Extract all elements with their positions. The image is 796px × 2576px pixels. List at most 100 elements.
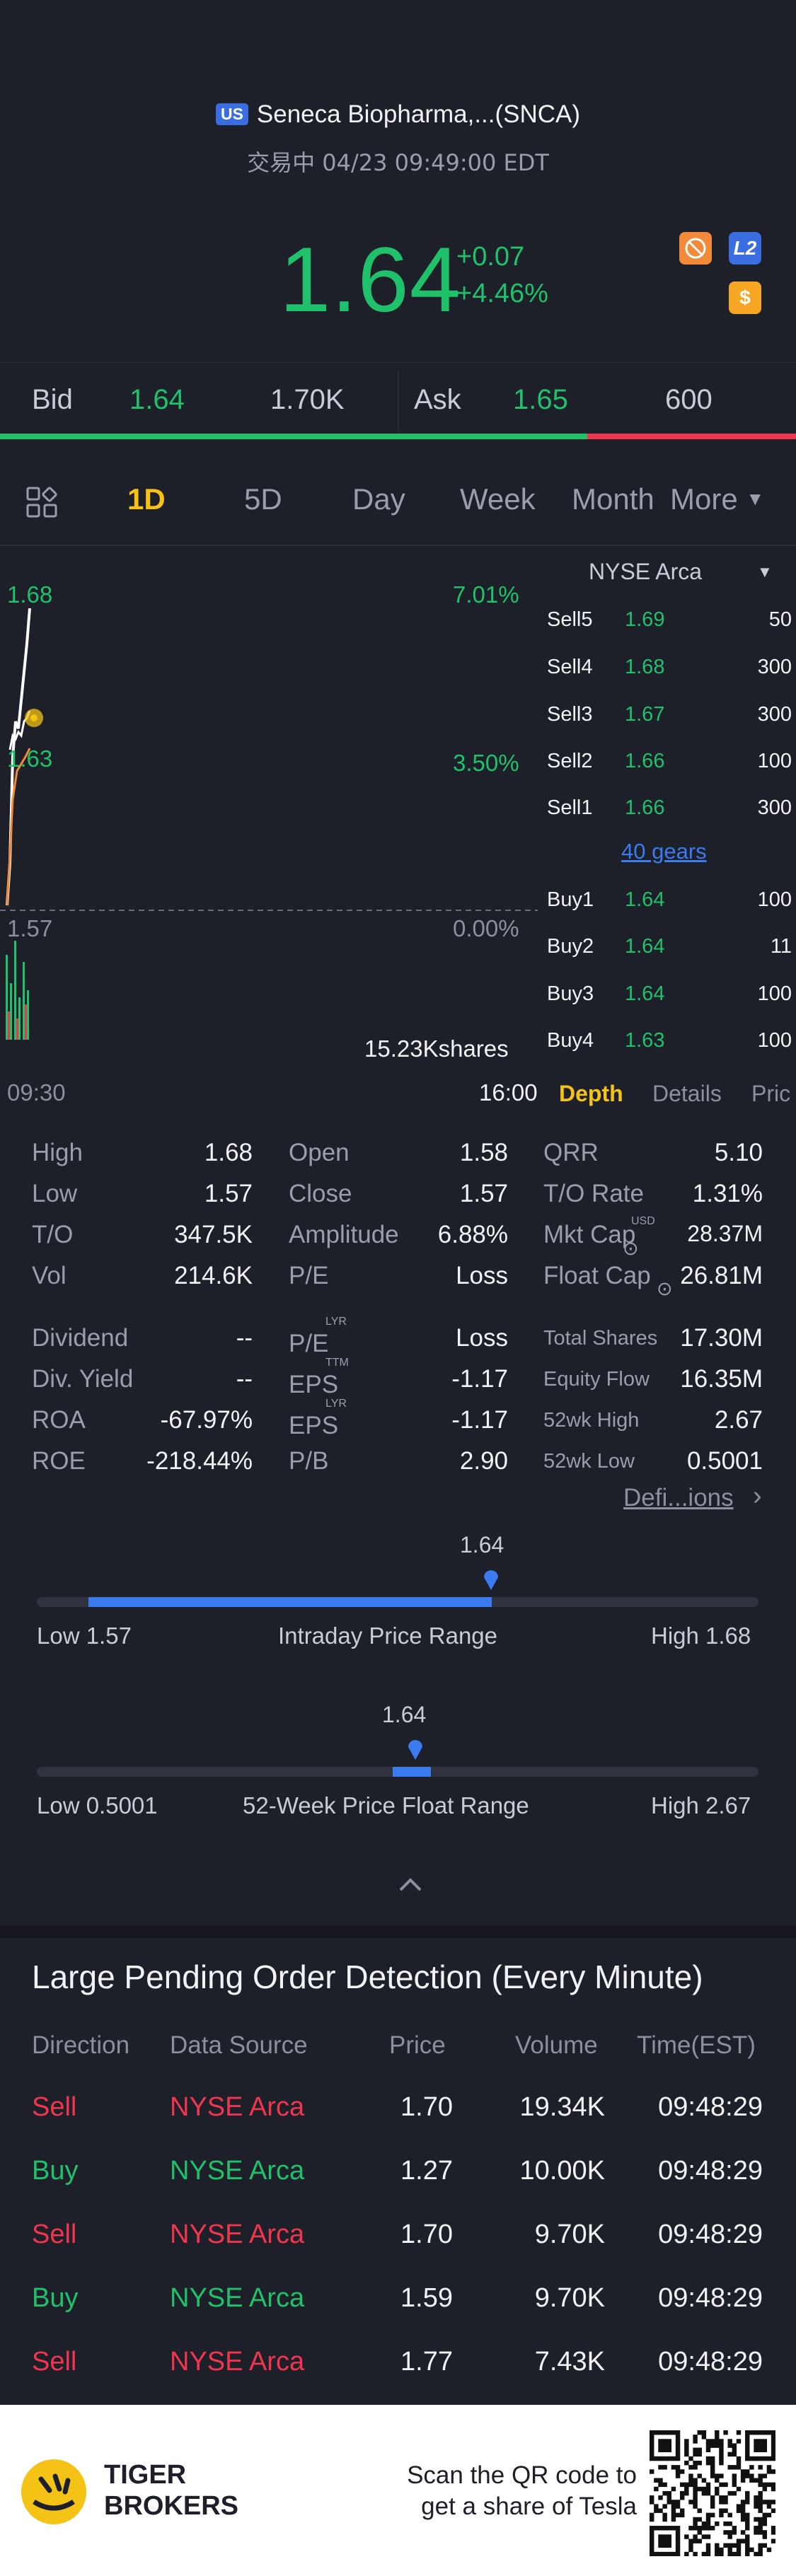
sell-level: Sell1 [547, 796, 593, 819]
cell-source: NYSE Arca [170, 2347, 305, 2377]
stat-value: 6.88% [437, 1221, 508, 1248]
stat-label: Div. Yield [32, 1365, 134, 1393]
cell-time: 09:48:29 [658, 2156, 763, 2186]
stat-value: 214.6K [174, 1262, 253, 1289]
qr-code[interactable] [650, 2430, 776, 2560]
ask-label: Ask [414, 384, 461, 415]
table-row: Buy NYSE Arca 1.27 10.00K 09:48:29 [0, 2156, 796, 2198]
cell-dir: Sell [32, 2092, 77, 2122]
stat-value: 1.57 [204, 1180, 253, 1207]
sell-level: Sell4 [547, 656, 593, 678]
time-end: 16:00 [479, 1079, 538, 1106]
cell-price: 1.70 [400, 2220, 453, 2249]
stat-value: 347.5K [174, 1221, 253, 1248]
col-volume: Volume [515, 2031, 598, 2059]
stat-superscript: LYR [325, 1316, 347, 1328]
divider [0, 545, 796, 546]
orderbook-exchange[interactable]: NYSE Arca [589, 559, 702, 585]
stat-value: -218.44% [146, 1447, 253, 1475]
stat-label: 52wk Low [543, 1450, 635, 1473]
gears-link[interactable]: 40 gears [621, 839, 707, 864]
buy-qty: 11 [770, 935, 792, 958]
tab-price[interactable]: Pric [751, 1081, 791, 1106]
cell-source: NYSE Arca [170, 2156, 305, 2186]
cell-source: NYSE Arca [170, 2092, 305, 2122]
tab-more[interactable]: More ▼ [670, 482, 764, 516]
buy-qty: 100 [757, 1029, 792, 1052]
y-axis-mid: 1.63 [7, 745, 53, 772]
tab-5d[interactable]: 5D [244, 482, 282, 516]
info-icon[interactable]: ⊙ [657, 1278, 673, 1299]
mkt-cap-unit: USD [631, 1215, 655, 1227]
pct-high: 7.01% [453, 581, 519, 608]
intraday-low: Low 1.57 [37, 1623, 132, 1649]
cell-dir: Sell [32, 2220, 77, 2249]
tab-details[interactable]: Details [652, 1081, 722, 1106]
tab-1d[interactable]: 1D [127, 482, 166, 516]
stat-label: EPS [289, 1412, 339, 1439]
stat-value: Loss [456, 1262, 508, 1289]
info-icon[interactable]: ⊙ [623, 1238, 639, 1259]
cell-time: 09:48:29 [658, 2092, 763, 2122]
tab-month[interactable]: Month [572, 482, 654, 516]
level2-icon[interactable]: L2 [729, 232, 761, 265]
orderbook-buy-row: Buy4 1.63 100 [547, 1029, 795, 1057]
tab-day[interactable]: Day [352, 482, 405, 516]
buy-level: Buy1 [547, 888, 594, 911]
cell-dir: Buy [32, 2283, 79, 2313]
stat-value: 1.57 [459, 1180, 508, 1207]
definitions-link[interactable]: Defi...ions [623, 1484, 734, 1512]
stat-label: QRR [543, 1139, 599, 1166]
tab-depth[interactable]: Depth [559, 1081, 623, 1106]
range-marker-icon [483, 1567, 500, 1594]
col-price: Price [389, 2031, 446, 2059]
week52-range-fill [393, 1767, 431, 1777]
sell-qty: 50 [768, 608, 792, 631]
stat-label: Close [289, 1180, 352, 1207]
stat-value: -67.97% [160, 1406, 253, 1434]
sell-price: 1.66 [625, 796, 665, 819]
chevron-down-icon[interactable]: ▼ [757, 563, 773, 581]
chevron-right-icon[interactable]: › [753, 1481, 762, 1511]
price-chart-svg [0, 608, 538, 1040]
more-label: More [670, 482, 738, 516]
cell-volume: 9.70K [534, 2220, 605, 2249]
stat-label: Total Shares [543, 1327, 658, 1350]
cta-line2: get a share of Tesla [421, 2493, 637, 2520]
orderbook-sell-row: Sell3 1.67 300 [547, 703, 795, 731]
stock-title: US Seneca Biopharma,...(SNCA) [0, 100, 796, 129]
stat-label: Float Cap [543, 1262, 651, 1289]
stat-value: 0.5001 [686, 1447, 763, 1475]
sell-qty: 100 [757, 750, 792, 772]
buy-price: 1.64 [625, 888, 665, 911]
stat-value: -1.17 [451, 1365, 508, 1393]
stat-value: 28.37M [687, 1221, 763, 1246]
chevron-up-icon[interactable] [398, 1876, 423, 1896]
y-axis-low: 1.57 [7, 915, 53, 941]
cell-price: 1.70 [400, 2092, 453, 2122]
layout-grid-icon[interactable] [25, 485, 59, 526]
stat-value: 1.58 [459, 1139, 508, 1166]
block-trade-icon[interactable] [679, 232, 712, 265]
buy-level: Buy3 [547, 982, 594, 1005]
stat-value: 1.31% [692, 1180, 763, 1207]
stat-label: EPS [289, 1371, 339, 1398]
stock-name: Seneca Biopharma,...(SNCA) [256, 100, 581, 128]
ask-price: 1.65 [513, 384, 568, 415]
cell-dir: Buy [32, 2156, 79, 2186]
cell-time: 09:48:29 [658, 2283, 763, 2313]
tab-week[interactable]: Week [460, 482, 536, 516]
market-badge: US [215, 103, 248, 125]
time-start: 09:30 [7, 1079, 66, 1106]
intraday-chart[interactable] [0, 559, 538, 1110]
dollar-icon[interactable]: $ [729, 282, 761, 314]
stat-label: P/E [289, 1262, 329, 1289]
col-time: Time(EST) [637, 2031, 756, 2059]
table-row: Sell NYSE Arca 1.77 7.43K 09:48:29 [0, 2347, 796, 2389]
sell-level: Sell5 [547, 608, 593, 631]
orderbook-sell-row: Sell5 1.69 50 [547, 608, 795, 637]
section-divider [0, 1925, 796, 1938]
sell-price: 1.68 [625, 656, 665, 678]
sell-qty: 300 [757, 796, 792, 819]
table-row: Buy NYSE Arca 1.59 9.70K 09:48:29 [0, 2283, 796, 2326]
